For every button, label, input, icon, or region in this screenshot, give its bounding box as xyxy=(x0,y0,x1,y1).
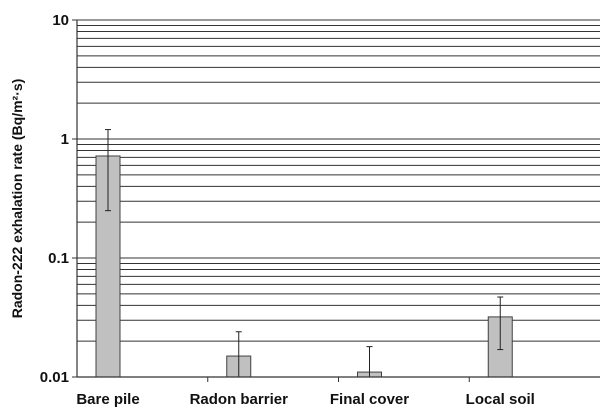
bars xyxy=(95,155,513,378)
y-tick-label: 10 xyxy=(52,12,69,29)
y-tick-label: 0.01 xyxy=(40,369,69,386)
y-tick-label: 0.1 xyxy=(48,250,69,267)
x-tick-label: Bare pile xyxy=(76,391,139,408)
y-tick-label: 1 xyxy=(61,131,69,148)
y-axis-label: Radon-222 exhalation rate (Bq/m²·s) xyxy=(9,79,25,319)
error-bars xyxy=(105,129,504,377)
axes xyxy=(72,19,600,382)
x-tick-label: Radon barrier xyxy=(190,391,289,408)
x-tick-label: Final cover xyxy=(330,391,409,408)
labels: Bare pile Radon barrier Final cover Local s… xyxy=(9,12,535,408)
x-tick-label: Local soil xyxy=(466,391,535,408)
gridlines xyxy=(77,19,600,342)
